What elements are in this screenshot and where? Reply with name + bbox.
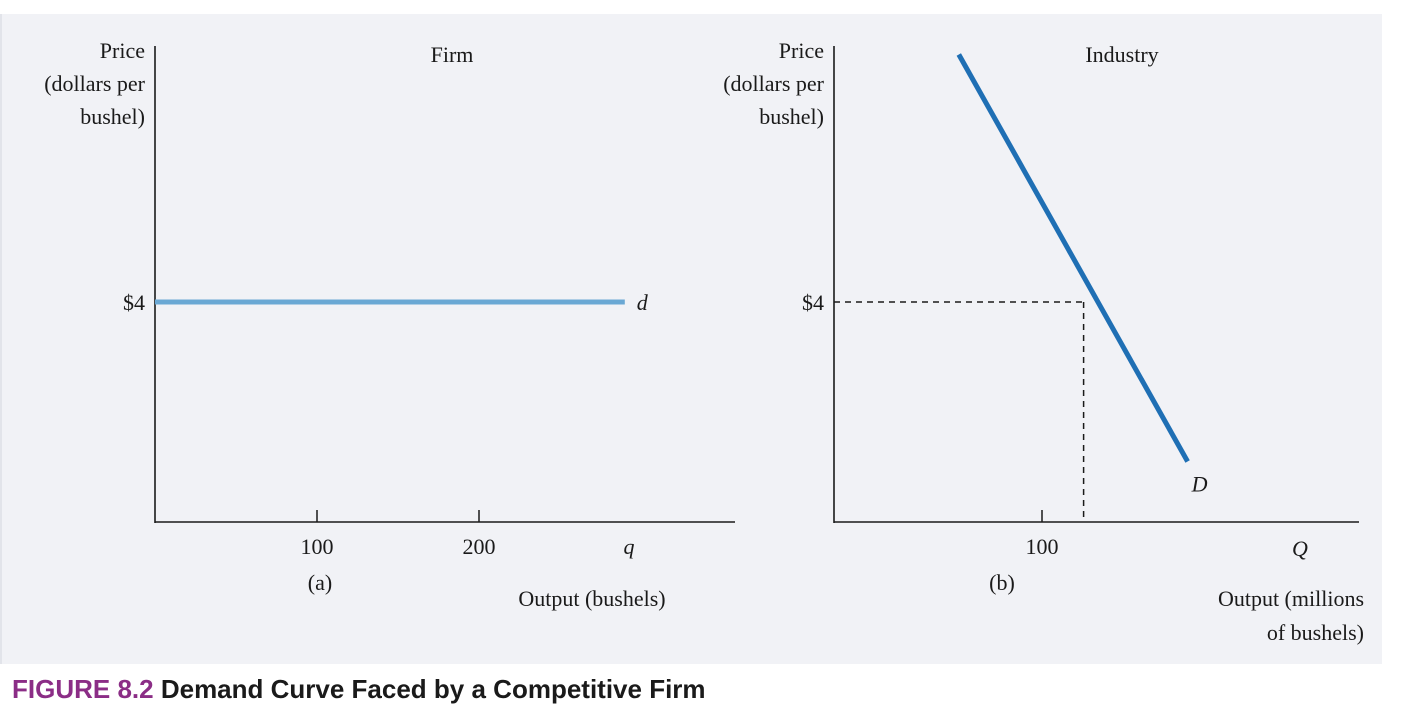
series-label: d <box>637 290 649 315</box>
y-axis-label: (dollars per <box>723 71 824 96</box>
x-axis-symbol: q <box>624 534 635 559</box>
y-axis-label: Price <box>779 38 824 63</box>
y-axis-label: bushel) <box>759 104 824 129</box>
x-tick-label: 100 <box>301 534 334 559</box>
y-tick-label: $4 <box>123 290 145 315</box>
y-axis-label: Price <box>100 38 145 63</box>
y-axis-label: bushel) <box>80 104 145 129</box>
chart-title: Firm <box>431 42 474 67</box>
x-axis-label: Output (millions <box>1218 586 1364 611</box>
chart-firm: Price (dollars per bushel) Firm $4 100 200 q (a)… <box>44 38 735 611</box>
chart-title: Industry <box>1085 42 1158 67</box>
x-axis-label: of bushels) <box>1267 620 1364 645</box>
x-tick-label: 100 <box>1026 534 1059 559</box>
figure-title: Demand Curve Faced by a Competitive Firm <box>160 674 706 704</box>
x-tick-label: 200 <box>463 534 496 559</box>
figure-caption: FIGURE 8.2 Demand Curve Faced by a Compe… <box>12 674 706 714</box>
panel-label: (b) <box>989 570 1015 595</box>
figure-number: FIGURE 8.2 <box>12 674 154 704</box>
x-axis-label: Output (bushels) <box>518 586 665 611</box>
chart-industry: Price (dollars per bushel) Industry $4 100 Q (b… <box>723 38 1364 645</box>
figure-panel: Price (dollars per bushel) Firm $4 100 200 q (a)… <box>0 14 1382 664</box>
demand-curve-D <box>956 53 1190 463</box>
series-label: D <box>1191 472 1208 497</box>
panel-label: (a) <box>308 570 332 595</box>
figure-svg: Price (dollars per bushel) Firm $4 100 200 q (a)… <box>44 38 1364 645</box>
y-tick-label: $4 <box>802 290 824 315</box>
x-axis-symbol: Q <box>1292 536 1308 561</box>
y-axis-label: (dollars per <box>44 71 145 96</box>
